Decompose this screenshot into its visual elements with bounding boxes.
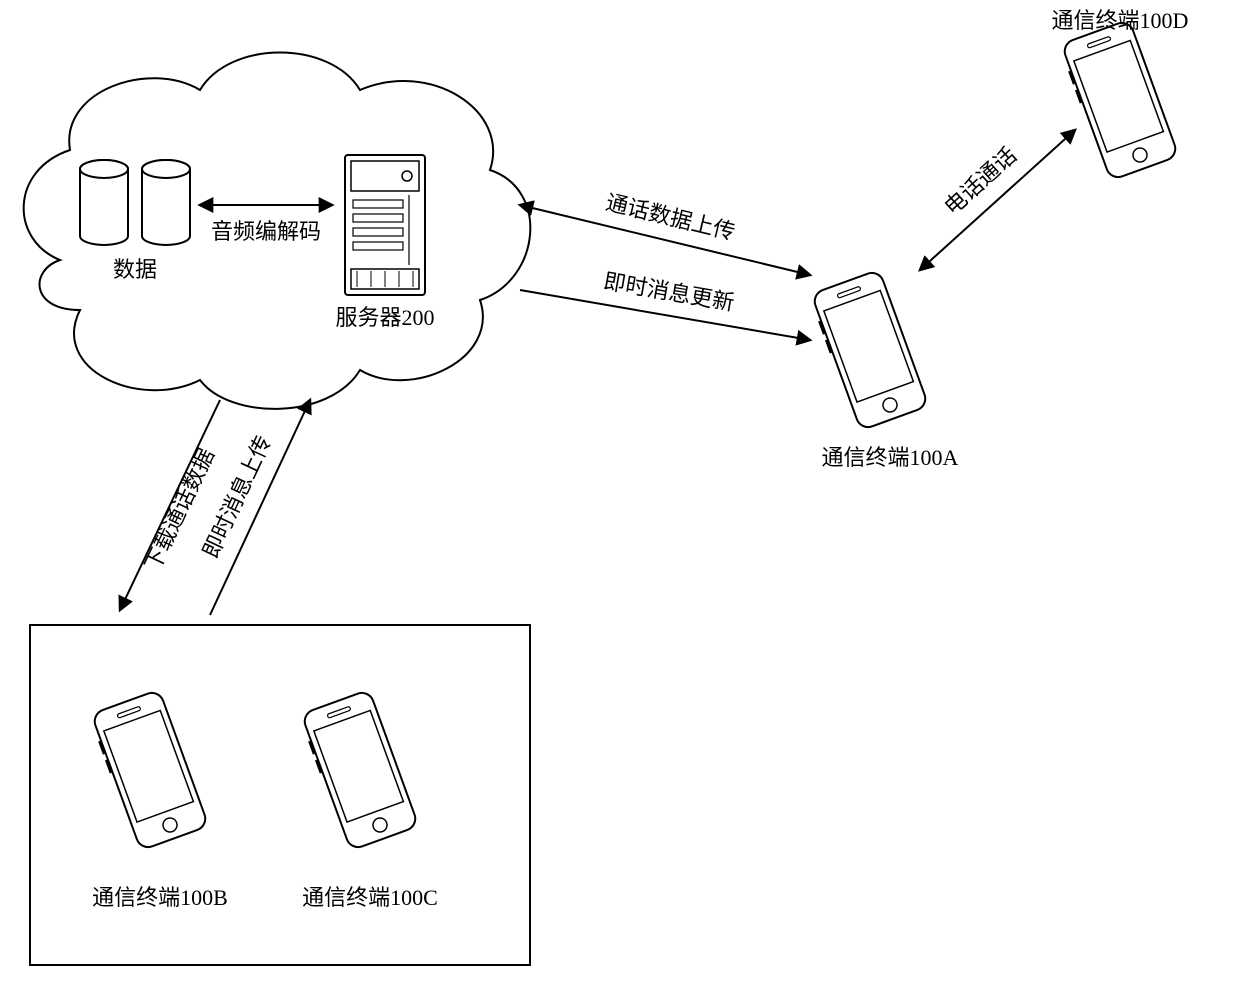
phone-c-icon <box>299 690 419 852</box>
codec-label: 音频编解码 <box>211 219 321 244</box>
phone-b-label: 通信终端100B <box>92 885 228 910</box>
server-label: 服务器200 <box>335 305 434 330</box>
phone-d-icon <box>1059 20 1179 182</box>
phone-c-label: 通信终端100C <box>302 885 438 910</box>
database-group: 数据 <box>80 160 190 282</box>
server-icon <box>345 155 425 295</box>
phone-b-icon <box>89 690 209 852</box>
phone-a-label: 通信终端100A <box>822 445 959 470</box>
label-call-data-upload: 通话数据上传 <box>603 190 737 245</box>
phone-a-icon <box>809 270 929 432</box>
phone-d-label: 通信终端100D <box>1052 8 1189 33</box>
database-label: 数据 <box>113 257 157 282</box>
label-phone-call: 电话通话 <box>939 142 1021 220</box>
terminal-group-box <box>30 625 530 965</box>
